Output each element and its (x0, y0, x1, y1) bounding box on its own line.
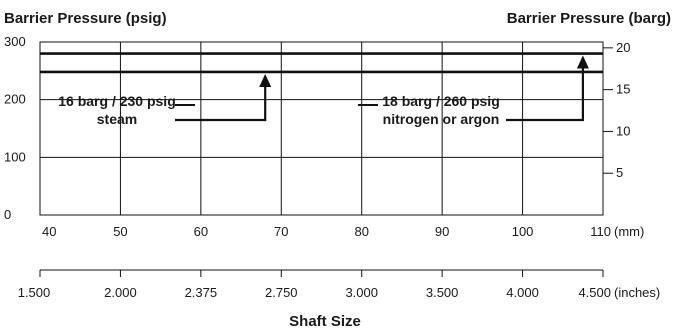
y-left-tick-label: 100 (4, 149, 26, 164)
x-inches-tick-label: 3.500 (426, 285, 459, 300)
y-left-tick-label: 300 (4, 34, 26, 49)
annotation-steam-line1: 16 barg / 230 psig (58, 93, 176, 109)
x-mm-tick-label: 50 (113, 224, 127, 239)
x-mm-tick-label: 60 (194, 224, 208, 239)
y-right-tick-label: 5 (616, 165, 623, 180)
annotations: 16 barg / 230 psig steam 18 barg / 260 psi… (58, 55, 589, 127)
annotation-steam-leader (175, 83, 267, 122)
y-right-tick-label: 10 (616, 123, 630, 138)
x-mm-tick-label: 80 (354, 224, 368, 239)
x-inches-tick-label: 4.500 (578, 285, 611, 300)
inches-unit-label: (inches) (614, 285, 660, 300)
y-right-tick-label: 20 (616, 40, 630, 55)
x-mm-tick-label: 90 (435, 224, 449, 239)
y-left-tick-label: 200 (4, 92, 26, 107)
y-left-tick-label: 0 (4, 207, 11, 222)
y-right-tick-label: 15 (616, 82, 630, 97)
plot-frame (39, 41, 604, 216)
mm-unit-label: (mm) (614, 224, 644, 239)
left-axis-title: Barrier Pressure (psig) (4, 10, 167, 27)
annotation-nitrogen-line2: nitrogen or argon (383, 111, 500, 127)
annotation-nitrogen-line1: 18 barg / 260 psig (382, 93, 500, 109)
x-mm-tick-label: 100 (512, 224, 534, 239)
x-mm-tick-label: 70 (274, 224, 288, 239)
annotation-steam-arrowhead (259, 73, 272, 87)
right-axis-title: Barrier Pressure (barg) (507, 10, 671, 27)
x-inches-tick-label: 3.000 (345, 285, 378, 300)
x-axis-title: Shaft Size (289, 313, 361, 330)
x-inches-tick-label: 2.750 (265, 285, 298, 300)
x-mm-tick-label: 40 (42, 224, 56, 239)
series-lines (40, 52, 603, 74)
x-inches-tick-label: 2.000 (104, 285, 137, 300)
x-inches-tick-label: 4.000 (506, 285, 539, 300)
annotation-steam-line2: steam (97, 111, 137, 127)
x-mm-tick-label: 110 (590, 224, 611, 239)
axes: 40 50 60 70 80 90 100 110 0 100 200 300 5 10 15 20 1.500… (4, 34, 630, 300)
annotation-nitrogen-leader (506, 65, 584, 122)
annotation-nitrogen-arrowhead (576, 55, 589, 69)
x-inches-tick-label: 2.375 (185, 285, 218, 300)
x-inches-tick-label: 1.500 (18, 285, 51, 300)
grid (39, 41, 604, 216)
